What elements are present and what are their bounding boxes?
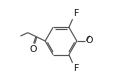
Text: F: F xyxy=(73,9,78,18)
Text: F: F xyxy=(73,64,78,73)
Text: O: O xyxy=(30,45,37,54)
Text: O: O xyxy=(85,36,92,45)
